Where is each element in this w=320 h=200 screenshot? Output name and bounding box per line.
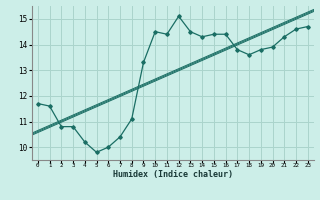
X-axis label: Humidex (Indice chaleur): Humidex (Indice chaleur) <box>113 170 233 179</box>
